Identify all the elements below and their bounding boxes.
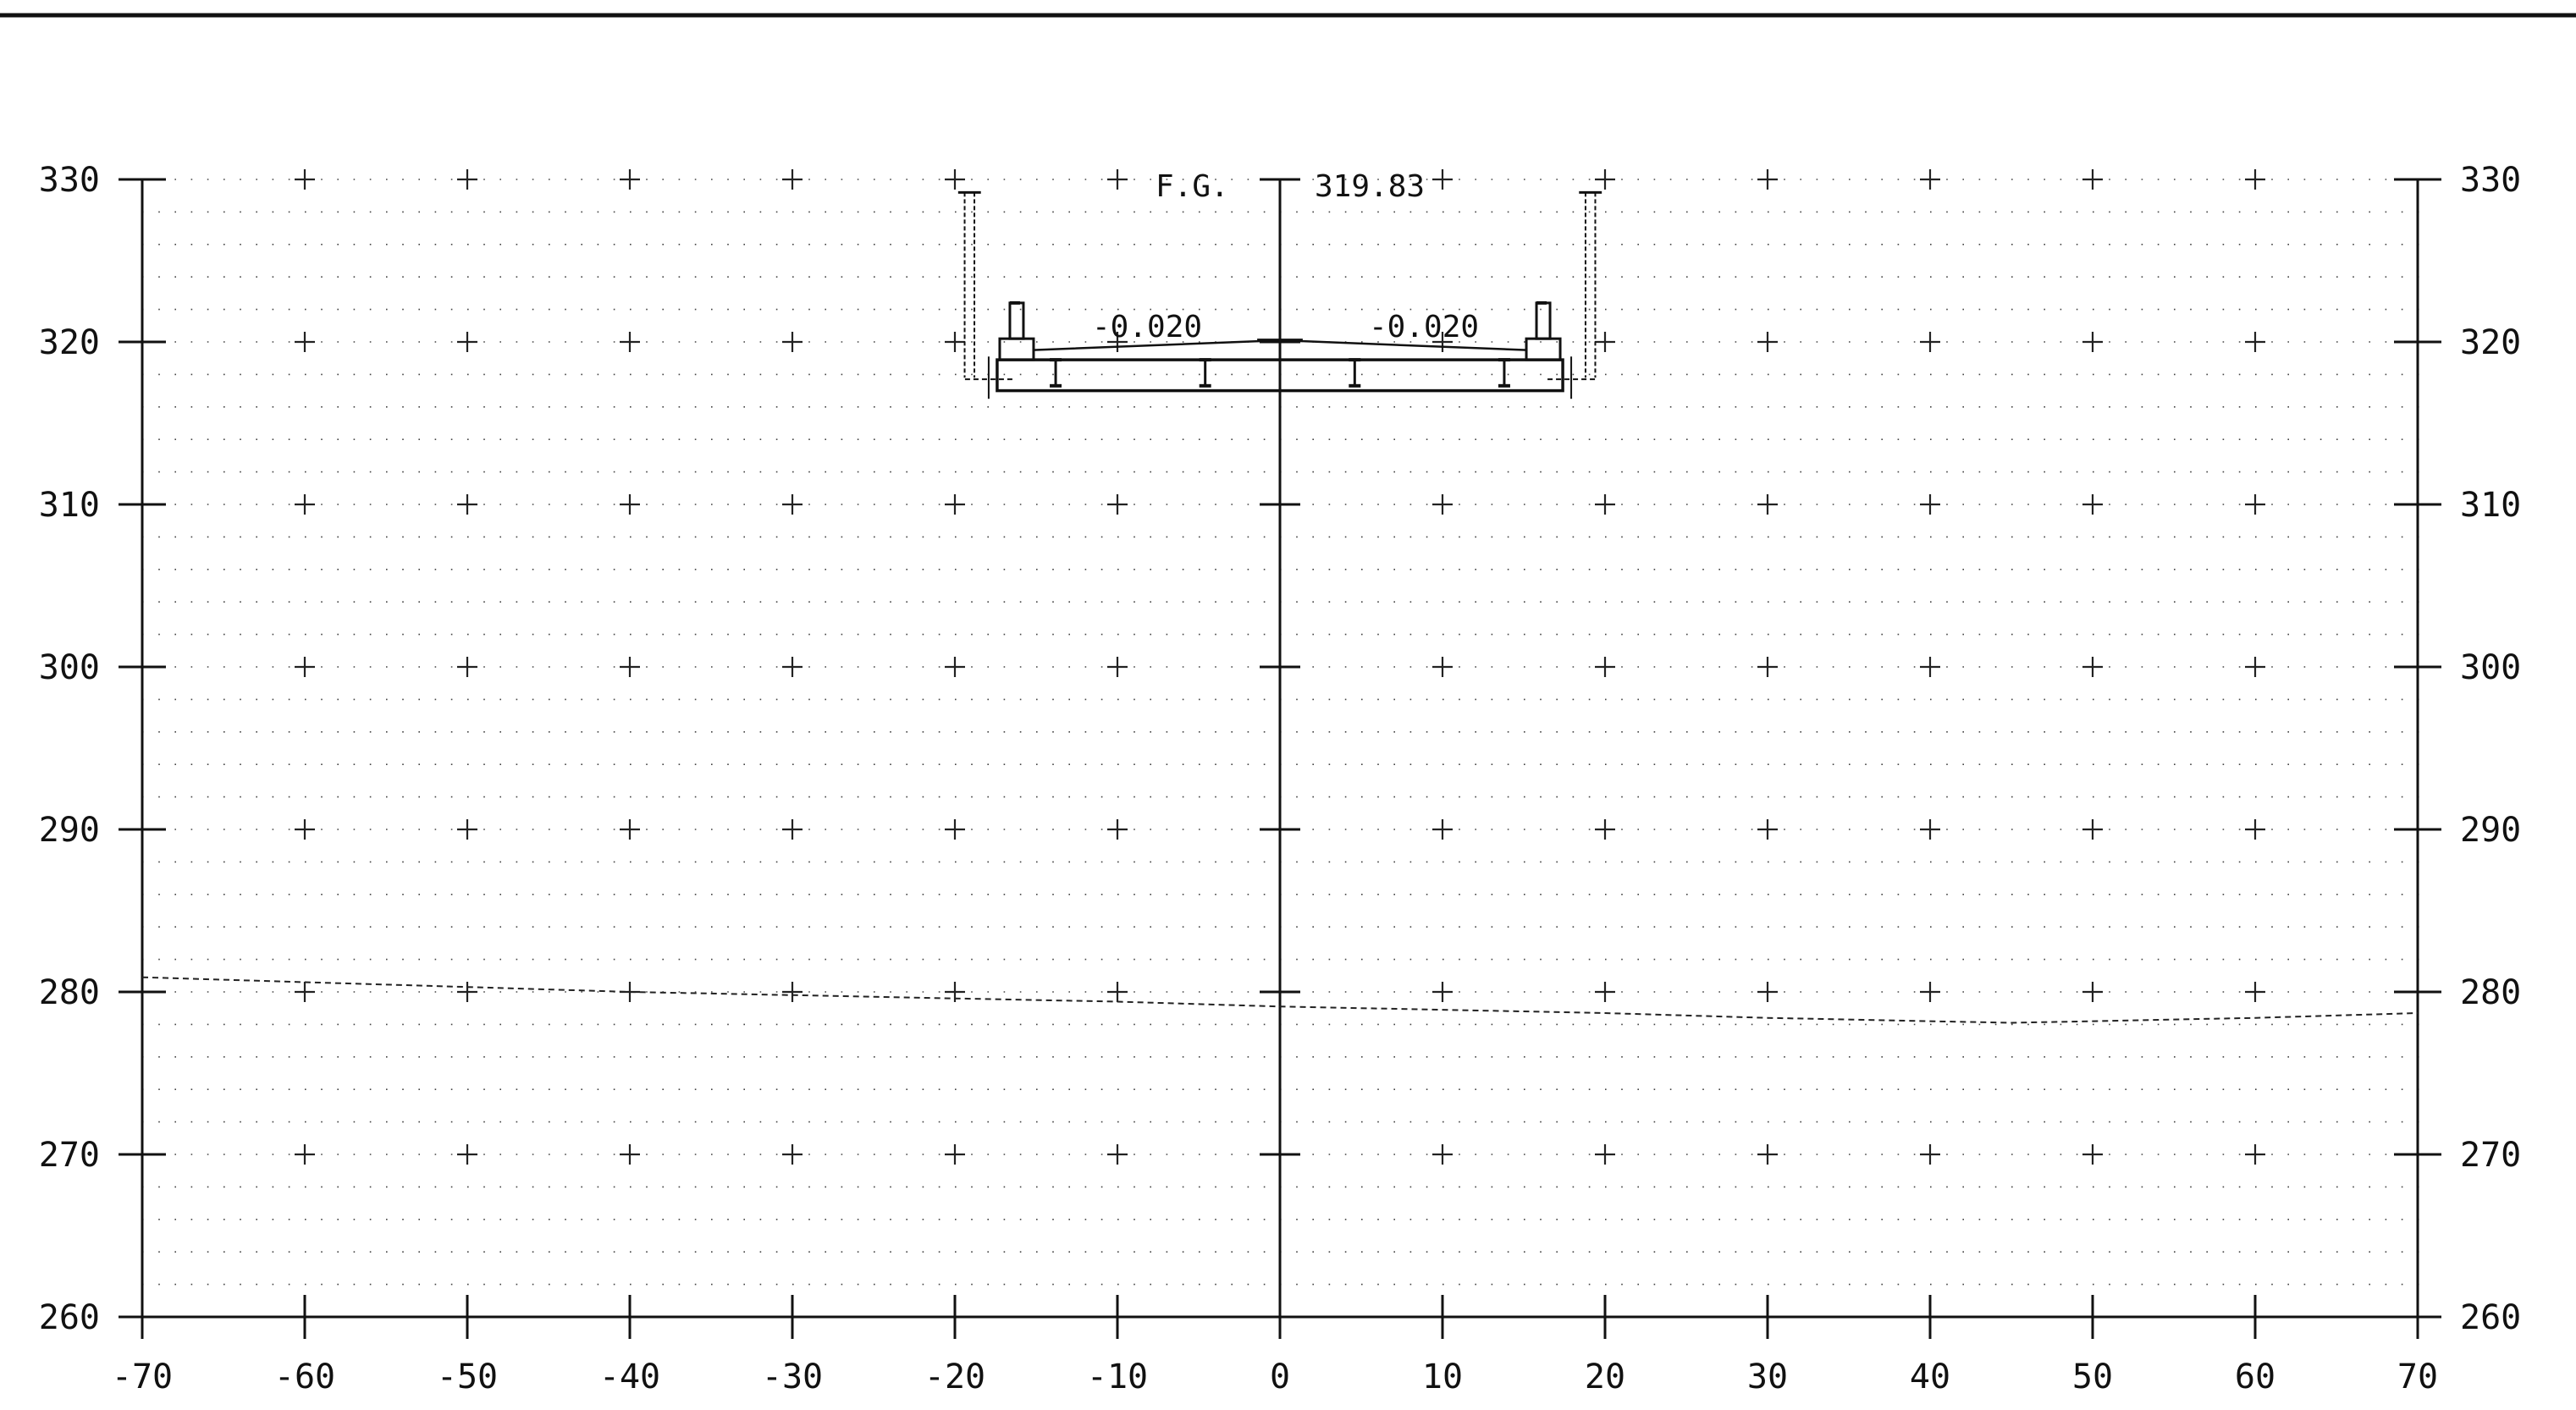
x-tick-label: 60 [2235,1358,2275,1396]
y-tick-label-left: 270 [39,1136,100,1175]
y-tick-label-right: 280 [2460,973,2521,1012]
x-tick-label: -60 [274,1358,335,1396]
x-tick-label: -20 [924,1358,985,1396]
x-tick-label: 70 [2397,1358,2438,1396]
y-tick-label-left: 260 [39,1298,100,1337]
y-tick-label-right: 320 [2460,323,2521,362]
y-tick-label-right: 290 [2460,811,2521,850]
y-tick-label-left: 310 [39,486,100,525]
barrier-base [1525,337,1562,361]
slope-right-label: -0.020 [1369,310,1479,344]
bridge-section [957,190,1602,399]
existing-ground [141,976,2419,1024]
x-tick-label: -30 [762,1358,823,1396]
x-tick-label: -40 [599,1358,660,1396]
x-tick-label: 0 [1270,1358,1290,1396]
ground-line [141,976,2419,1024]
x-tick-label: -10 [1087,1358,1148,1396]
barrier-post [1008,301,1025,340]
y-tick-label-right: 330 [2460,161,2521,200]
x-tick-label: -70 [112,1358,173,1396]
y-tick-label-right: 310 [2460,486,2521,525]
x-tick-label: 10 [1422,1358,1463,1396]
y-tick-label-left: 320 [39,323,100,362]
y-tick-label-right: 300 [2460,648,2521,687]
fg-value: 319.83 [1315,169,1425,204]
y-tick-label-left: 280 [39,973,100,1012]
fg-label: F.G. [1156,169,1229,204]
y-tick-label-right: 260 [2460,1298,2521,1337]
x-tick-label: 50 [2072,1358,2113,1396]
deck-slab [996,358,1564,393]
y-tick-label-left: 330 [39,161,100,200]
x-tick-label: -50 [437,1358,498,1396]
barrier-post [1535,301,1552,340]
x-tick-label: 30 [1747,1358,1788,1396]
y-tick-label-left: 300 [39,648,100,687]
axes [119,178,2441,1339]
y-tick-label-right: 270 [2460,1136,2521,1175]
x-tick-label: 40 [1910,1358,1950,1396]
slope-left-label: -0.020 [1092,310,1202,344]
grid-cross-marks [295,169,2265,1165]
x-tick-label: 20 [1585,1358,1625,1396]
y-tick-label-left: 290 [39,811,100,850]
grid-crosses [295,169,2265,1165]
